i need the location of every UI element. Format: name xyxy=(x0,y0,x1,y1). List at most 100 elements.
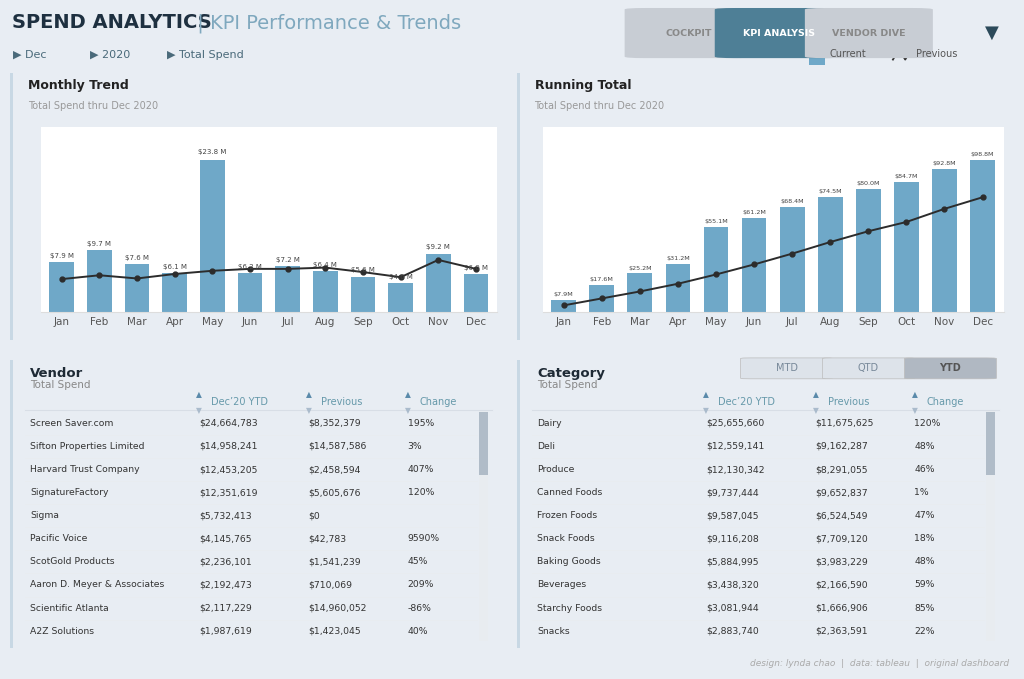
Text: $24,664,783: $24,664,783 xyxy=(199,419,258,428)
Text: Total Spend thru Dec 2020: Total Spend thru Dec 2020 xyxy=(28,100,158,111)
Text: A2Z Solutions: A2Z Solutions xyxy=(30,627,94,636)
Bar xyxy=(313,272,338,312)
FancyBboxPatch shape xyxy=(822,358,914,379)
Text: $5,605,676: $5,605,676 xyxy=(308,488,360,497)
Text: $2,236,101: $2,236,101 xyxy=(199,557,252,566)
Text: $7.2 M: $7.2 M xyxy=(275,257,300,263)
Text: $7.6 M: $7.6 M xyxy=(125,255,148,261)
Text: $9,116,208: $9,116,208 xyxy=(706,534,759,543)
Text: $31.2M: $31.2M xyxy=(666,257,690,261)
Text: Total Spend: Total Spend xyxy=(30,380,90,390)
Text: $25,655,660: $25,655,660 xyxy=(706,419,764,428)
Text: $14,587,586: $14,587,586 xyxy=(308,442,367,451)
Text: Previous: Previous xyxy=(827,397,869,407)
Text: Baking Goods: Baking Goods xyxy=(537,557,601,566)
Text: $68.4M: $68.4M xyxy=(780,199,804,204)
Text: Snacks: Snacks xyxy=(537,627,569,636)
Text: Beverages: Beverages xyxy=(537,581,586,589)
Bar xyxy=(464,274,488,312)
Text: Snack Foods: Snack Foods xyxy=(537,534,595,543)
Text: Running Total: Running Total xyxy=(535,79,631,92)
Text: ▼: ▼ xyxy=(703,406,710,415)
Text: $3,983,229: $3,983,229 xyxy=(815,557,868,566)
Bar xyxy=(551,300,577,312)
Bar xyxy=(49,262,74,312)
Text: Total Spend: Total Spend xyxy=(537,380,597,390)
Text: $42,783: $42,783 xyxy=(308,534,346,543)
Text: ▼: ▼ xyxy=(985,24,999,42)
Text: Produce: Produce xyxy=(537,465,574,474)
Text: $4,145,765: $4,145,765 xyxy=(199,534,252,543)
Bar xyxy=(666,264,690,312)
Bar xyxy=(590,285,614,312)
FancyBboxPatch shape xyxy=(625,8,753,58)
Bar xyxy=(780,206,805,312)
Text: 120%: 120% xyxy=(914,419,941,428)
Bar xyxy=(479,411,488,475)
Text: 45%: 45% xyxy=(408,557,428,566)
Bar xyxy=(238,273,262,312)
Text: Frozen Foods: Frozen Foods xyxy=(537,511,597,520)
Text: ▼: ▼ xyxy=(306,406,311,415)
Text: 195%: 195% xyxy=(408,419,434,428)
Text: Canned Foods: Canned Foods xyxy=(537,488,602,497)
Text: 9590%: 9590% xyxy=(408,534,439,543)
Text: $710,069: $710,069 xyxy=(308,581,352,589)
Text: Pacific Voice: Pacific Voice xyxy=(30,534,87,543)
Bar xyxy=(200,160,224,312)
Text: Change: Change xyxy=(420,397,458,407)
Bar xyxy=(10,360,13,648)
Text: Deli: Deli xyxy=(537,442,555,451)
Text: 48%: 48% xyxy=(914,557,935,566)
Text: $2,192,473: $2,192,473 xyxy=(199,581,252,589)
Text: $2,363,591: $2,363,591 xyxy=(815,627,867,636)
Text: Current: Current xyxy=(829,50,866,60)
Text: 1%: 1% xyxy=(914,488,929,497)
Text: $2,883,740: $2,883,740 xyxy=(706,627,759,636)
Text: $12,130,342: $12,130,342 xyxy=(706,465,765,474)
FancyBboxPatch shape xyxy=(805,8,933,58)
Text: $6,524,549: $6,524,549 xyxy=(815,511,867,520)
Text: $9,587,045: $9,587,045 xyxy=(706,511,759,520)
Text: Sifton Properties Limited: Sifton Properties Limited xyxy=(30,442,144,451)
Bar xyxy=(388,283,413,312)
Text: $92.8M: $92.8M xyxy=(933,161,956,166)
Text: ▶ Total Spend: ▶ Total Spend xyxy=(167,50,244,60)
Bar xyxy=(125,263,150,312)
Text: $98.8M: $98.8M xyxy=(971,152,994,157)
Bar xyxy=(818,198,843,312)
Text: ▲: ▲ xyxy=(703,390,710,399)
Bar xyxy=(703,227,728,312)
Text: design: lynda chao  |  data: tableau  |  original dashboard: design: lynda chao | data: tableau | ori… xyxy=(750,659,1009,668)
Text: $12,351,619: $12,351,619 xyxy=(199,488,257,497)
Bar xyxy=(741,218,766,312)
Bar xyxy=(894,181,919,312)
Text: $5,732,413: $5,732,413 xyxy=(199,511,252,520)
Text: $14,958,241: $14,958,241 xyxy=(199,442,257,451)
Bar xyxy=(479,410,488,641)
Bar xyxy=(986,411,995,475)
Text: Previous: Previous xyxy=(916,50,957,60)
Text: Dairy: Dairy xyxy=(537,419,561,428)
Text: 46%: 46% xyxy=(914,465,935,474)
Text: $9,652,837: $9,652,837 xyxy=(815,488,867,497)
Text: ▼: ▼ xyxy=(912,406,918,415)
Text: 40%: 40% xyxy=(408,627,428,636)
Text: Total Spend thru Dec 2020: Total Spend thru Dec 2020 xyxy=(535,100,665,111)
Text: $2,117,229: $2,117,229 xyxy=(199,604,252,612)
Text: $6.2 M: $6.2 M xyxy=(238,263,262,270)
Text: $6.1 M: $6.1 M xyxy=(163,264,186,270)
Text: $9,162,287: $9,162,287 xyxy=(815,442,868,451)
Text: ▼: ▼ xyxy=(406,406,411,415)
Text: VENDOR DIVE: VENDOR DIVE xyxy=(833,29,905,37)
Text: KPI ANALYSIS: KPI ANALYSIS xyxy=(742,29,815,37)
Text: Vendor: Vendor xyxy=(30,367,83,380)
Text: Harvard Trust Company: Harvard Trust Company xyxy=(30,465,139,474)
Bar xyxy=(932,169,956,312)
Text: Dec’20 YTD: Dec’20 YTD xyxy=(211,397,268,407)
Text: $12,559,141: $12,559,141 xyxy=(706,442,764,451)
Text: $14,960,052: $14,960,052 xyxy=(308,604,367,612)
Text: Dec’20 YTD: Dec’20 YTD xyxy=(718,397,775,407)
Bar xyxy=(628,274,652,312)
Text: $4.6 M: $4.6 M xyxy=(389,274,413,280)
